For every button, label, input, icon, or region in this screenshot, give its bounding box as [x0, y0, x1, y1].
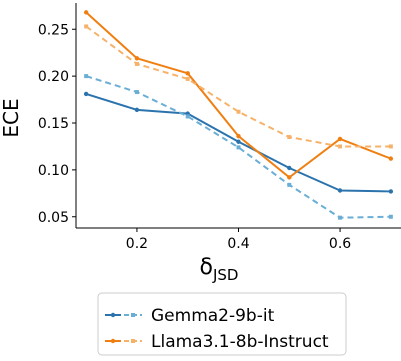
data-point-0 [83, 91, 89, 97]
data-point-2 [337, 136, 343, 142]
data-point-0 [287, 165, 292, 171]
data-point-2 [388, 156, 394, 161]
data-point-2 [83, 10, 89, 15]
x-axis-label-main: δ [200, 255, 213, 280]
legend: Gemma2-9b-it Llama3.1-8b-Instruct [97, 292, 347, 356]
series-layer [83, 10, 394, 220]
data-point-0 [337, 188, 343, 193]
data-point-3 [236, 109, 241, 114]
data-point-0 [236, 139, 241, 144]
data-point-3 [134, 61, 139, 66]
x-tick-label: 0.6 [329, 236, 351, 252]
data-point-1 [185, 114, 190, 119]
x-axis-label-sub: JSD [212, 266, 239, 284]
y-axis-label: ECE [0, 98, 23, 137]
y-tick-label: 0.25 [38, 22, 69, 38]
legend-label: Llama3.1-8b-Instruct [151, 332, 329, 352]
y-tick-label: 0.05 [38, 210, 69, 226]
data-point-3 [84, 24, 89, 29]
data-point-3 [287, 135, 292, 140]
data-point-3 [185, 76, 190, 81]
legend-solid-marker [110, 338, 116, 344]
legend-solid-marker [110, 312, 116, 318]
legend-label: Gemma2-9b-it [151, 306, 275, 326]
series-line-2 [85, 11, 392, 179]
data-point-3 [338, 144, 343, 149]
legend-dashed-marker [131, 339, 135, 343]
data-point-1 [134, 90, 139, 95]
x-tick-label: 0.4 [227, 236, 249, 252]
axes: 0.05 0.10 0.15 0.20 0.25 0.2 0.4 0.6 [38, 3, 401, 252]
y-tick-label: 0.10 [38, 163, 69, 179]
data-point-1 [388, 214, 393, 219]
axis-labels: ECE δJSD [0, 98, 238, 284]
data-point-1 [287, 182, 292, 187]
data-point-1 [338, 215, 343, 220]
data-point-2 [287, 175, 292, 180]
data-point-2 [236, 133, 241, 139]
data-point-3 [388, 144, 393, 149]
series-line-3 [85, 25, 391, 148]
data-point-1 [236, 145, 241, 150]
data-point-2 [185, 71, 190, 76]
x-axis-label: δJSD [200, 255, 239, 284]
legend-frame [97, 292, 347, 356]
x-tick-label: 0.2 [126, 236, 148, 252]
y-tick-label: 0.20 [38, 69, 69, 85]
data-point-1 [84, 74, 89, 79]
y-tick-label: 0.15 [38, 116, 69, 132]
data-point-0 [388, 189, 394, 194]
legend-dashed-marker [131, 313, 135, 317]
data-point-0 [134, 107, 140, 113]
data-point-2 [134, 56, 140, 61]
